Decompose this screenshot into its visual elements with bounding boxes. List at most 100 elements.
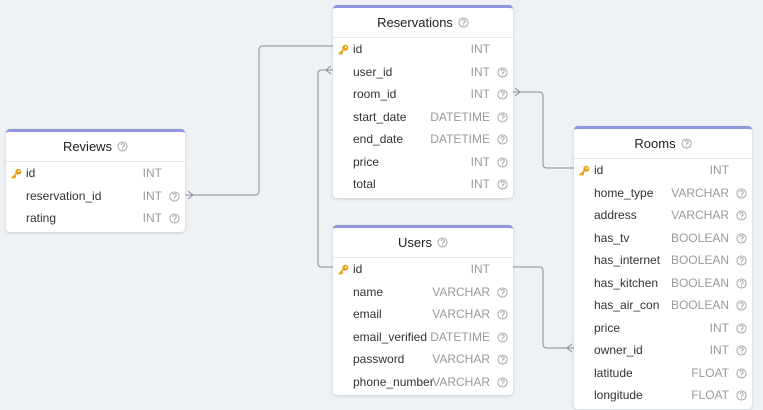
help-icon — [736, 367, 747, 379]
field-name: price — [353, 154, 380, 169]
field-name: owner_id — [594, 343, 643, 357]
field-name: id — [594, 163, 604, 177]
field-name: rating — [26, 211, 57, 225]
field-type: BOOLEAN — [670, 230, 729, 245]
help-icon — [117, 141, 128, 152]
field-type: VARCHAR — [432, 284, 490, 299]
table-header: Users — [333, 228, 513, 258]
key-icon — [338, 44, 349, 55]
help-icon — [736, 187, 747, 199]
field-row: name VARCHAR — [333, 281, 513, 304]
help-icon — [497, 111, 508, 123]
field-type: INT — [142, 166, 162, 180]
field-name: price — [594, 320, 621, 335]
help-icon — [736, 390, 747, 401]
field-type: INT — [470, 262, 490, 276]
field-row: user_id INT — [333, 61, 513, 84]
field-type: INT — [709, 163, 729, 177]
table-card: Rooms id INT home_type VARCHAR address VARCHAR… — [574, 126, 752, 409]
field-type: DATETIME — [430, 109, 490, 124]
help-icon — [736, 255, 747, 266]
relation-line — [317, 69, 333, 268]
help-icon — [497, 376, 508, 388]
field-row: total INT — [333, 173, 513, 196]
field-type: BOOLEAN — [670, 298, 729, 312]
key-icon — [579, 165, 590, 176]
field-type: VARCHAR — [432, 352, 490, 366]
crow-foot — [566, 343, 573, 353]
field-row: id INT — [574, 159, 752, 182]
field-type: INT — [470, 64, 490, 79]
field-row: phone_number VARCHAR — [333, 371, 513, 394]
help-icon — [681, 138, 692, 149]
field-name: reservation_id — [26, 188, 102, 203]
table-card: Users id INT name VARCHAR email VARCHAR email_v… — [333, 225, 513, 395]
table-title: Reservations — [377, 15, 453, 30]
field-type: BOOLEAN — [670, 275, 729, 290]
field-type: VARCHAR — [432, 374, 490, 389]
help-icon — [169, 190, 180, 202]
field-row: address VARCHAR — [574, 204, 752, 227]
key-icon — [338, 264, 349, 275]
field-row: owner_id INT — [574, 339, 752, 362]
help-icon — [497, 331, 508, 343]
field-type: VARCHAR — [671, 208, 729, 222]
field-row: rating INT — [6, 207, 185, 230]
help-icon — [736, 210, 747, 221]
relation-line — [513, 266, 574, 349]
table-card: Reservations id INT user_id INT room_id INT sta… — [333, 5, 513, 198]
help-icon — [497, 179, 508, 190]
field-row: latitude FLOAT — [574, 362, 752, 385]
help-icon — [437, 237, 448, 248]
field-type: BOOLEAN — [670, 253, 729, 267]
help-icon — [497, 309, 508, 320]
field-name: has_kitchen — [594, 275, 659, 290]
field-type: INT — [142, 188, 162, 203]
crow-foot — [325, 65, 332, 75]
field-name: end_date — [353, 132, 404, 146]
key-icon — [11, 168, 22, 179]
table-title: Rooms — [634, 136, 676, 151]
field-type: INT — [470, 177, 490, 191]
field-name: user_id — [353, 64, 393, 79]
table-title: Reviews — [62, 139, 113, 154]
field-row: has_internet BOOLEAN — [574, 249, 752, 272]
field-row: has_kitchen BOOLEAN — [574, 272, 752, 295]
field-row: home_type VARCHAR — [574, 182, 752, 205]
field-row: email_verified DATETIME — [333, 326, 513, 349]
help-icon — [497, 156, 508, 168]
help-icon — [497, 286, 508, 298]
field-name: has_tv — [594, 230, 630, 245]
field-type: VARCHAR — [671, 185, 729, 200]
field-type: INT — [470, 154, 490, 169]
help-icon — [736, 232, 747, 244]
field-name: start_date — [353, 109, 407, 124]
help-icon — [736, 277, 747, 289]
field-type: INT — [470, 87, 490, 101]
field-name: has_air_con — [594, 298, 660, 312]
field-type: DATETIME — [430, 329, 490, 344]
field-row: id INT — [333, 38, 513, 61]
crow-foot — [514, 87, 521, 97]
field-type: DATETIME — [430, 132, 490, 146]
field-name: password — [353, 352, 405, 366]
help-icon — [497, 354, 508, 365]
field-type: FLOAT — [691, 365, 729, 380]
field-name: latitude — [594, 365, 633, 380]
help-icon — [169, 213, 180, 224]
field-row: reservation_id INT — [6, 185, 185, 208]
field-row: password VARCHAR — [333, 348, 513, 371]
field-name: email — [353, 307, 382, 321]
field-row: id INT — [333, 258, 513, 281]
field-row: price INT — [574, 317, 752, 340]
field-row: room_id INT — [333, 83, 513, 106]
field-name: total — [353, 177, 376, 191]
field-row: email VARCHAR — [333, 303, 513, 326]
field-type: INT — [142, 211, 162, 225]
field-name: address — [594, 208, 637, 222]
table-header: Reviews — [6, 132, 185, 162]
field-name: room_id — [353, 87, 397, 101]
table-card: Reviews id INT reservation_id INT rating INT — [6, 129, 185, 232]
